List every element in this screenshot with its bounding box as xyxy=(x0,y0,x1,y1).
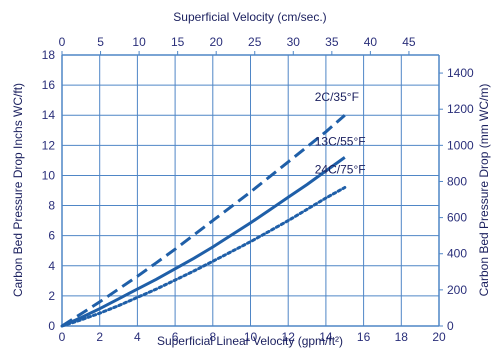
y2-axis-label: Carbon Bed Pressure Drop (mm WC/m) xyxy=(477,84,491,297)
x-tick-label: 16 xyxy=(357,330,371,344)
x-tick-label: 6 xyxy=(172,330,179,344)
x-tick-label: 0 xyxy=(59,330,66,344)
x-tick-label: 4 xyxy=(134,330,141,344)
y2-tick-label: 1400 xyxy=(447,66,474,80)
x2-tick-label: 40 xyxy=(364,35,378,49)
x2-tick-label: 15 xyxy=(171,35,185,49)
y2-tick-label: 1000 xyxy=(447,138,474,152)
series-lines xyxy=(60,114,347,328)
y-tick-label: 6 xyxy=(48,229,55,243)
x2-tick-label: 25 xyxy=(248,35,262,49)
y-tick-label: 4 xyxy=(48,259,55,273)
x2-tick-label: 10 xyxy=(132,35,146,49)
y-tick-label: 10 xyxy=(42,168,56,182)
x2-tick-label: 0 xyxy=(59,35,66,49)
y-axis-label: Carbon Bed Pressure Drop Inchs WC/ft) xyxy=(11,83,25,297)
series-label-3: 24C/75°F xyxy=(315,162,366,176)
y2-tick-label: 200 xyxy=(447,283,467,297)
x2-tick-label: 45 xyxy=(402,35,416,49)
y-tick-label: 2 xyxy=(48,289,55,303)
y-tick-label: 14 xyxy=(42,108,56,122)
x-tick-label: 12 xyxy=(282,330,296,344)
y-tick-label: 18 xyxy=(42,48,56,62)
y-tick-label: 8 xyxy=(48,199,55,213)
x2-tick-label: 30 xyxy=(287,35,301,49)
x2-tick-label: 20 xyxy=(210,35,224,49)
x-tick-label: 18 xyxy=(395,330,409,344)
y2-tick-label: 600 xyxy=(447,211,467,225)
x-tick-label: 10 xyxy=(244,330,258,344)
x2-tick-label: 35 xyxy=(325,35,339,49)
y2-tick-label: 400 xyxy=(447,247,467,261)
x-tick-label: 8 xyxy=(209,330,216,344)
x2-axis-label: Superficial Velocity (cm/sec.) xyxy=(173,10,326,24)
series-line-3 xyxy=(60,186,347,328)
series-label-2: 13C/55°F xyxy=(315,134,366,148)
y2-tick-label: 1200 xyxy=(447,102,474,116)
series-line-2 xyxy=(61,156,346,328)
x-tick-label: 2 xyxy=(96,330,103,344)
y2-tick-label: 800 xyxy=(447,174,467,188)
series-line-1 xyxy=(61,114,346,328)
y-tick-label: 0 xyxy=(48,319,55,333)
x-tick-label: 20 xyxy=(432,330,446,344)
series-labels: 2C/35°F 13C/55°F 24C/75°F xyxy=(315,90,366,176)
y-tick-label: 12 xyxy=(42,138,56,152)
y-tick-label: 16 xyxy=(42,78,56,92)
series-label-1: 2C/35°F xyxy=(315,90,359,104)
x2-tick-label: 5 xyxy=(97,35,104,49)
axes xyxy=(61,51,443,327)
y2-tick-label: 0 xyxy=(447,319,454,333)
x-axis-label: Superficial Linear Velocity (gpm/ft²) xyxy=(157,334,343,348)
x-tick-label: 14 xyxy=(319,330,333,344)
